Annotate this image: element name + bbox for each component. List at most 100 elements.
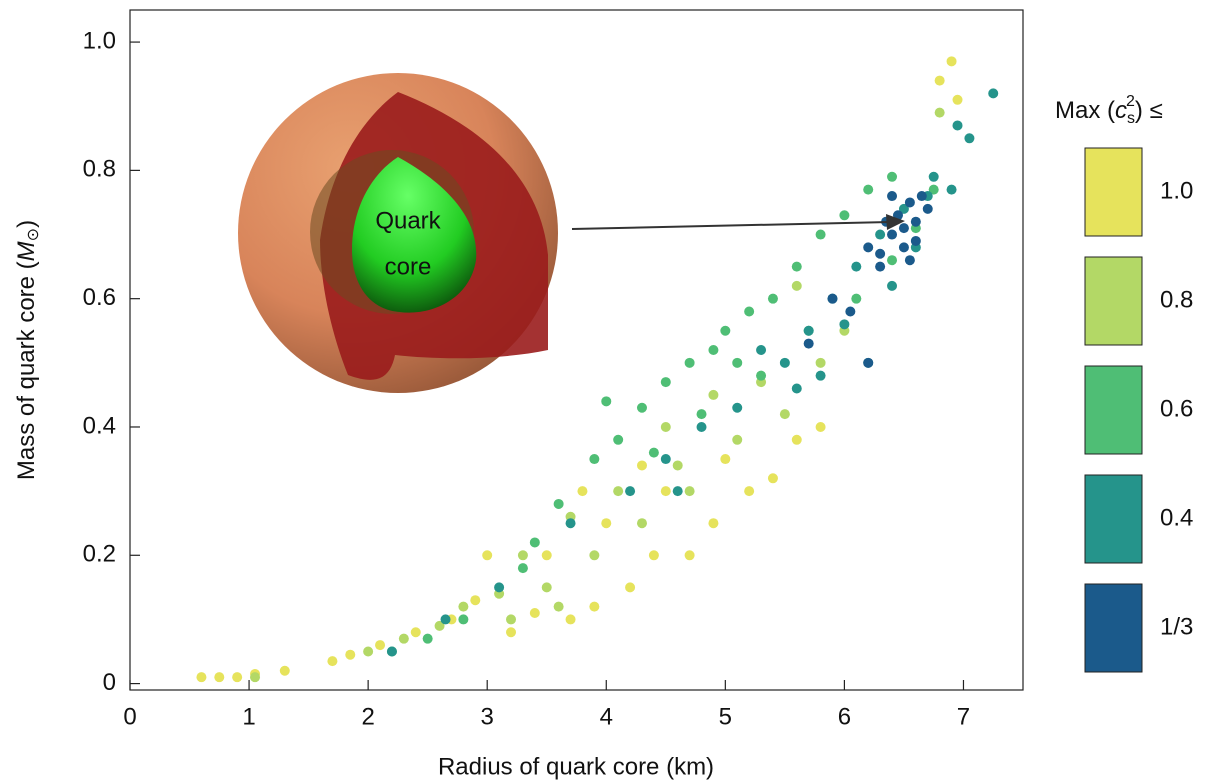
chart: Quark core Radius of quark core (km) Mas… [0,0,1209,784]
data-point [935,108,945,118]
plot-frame [130,10,1023,690]
data-point [625,486,635,496]
data-point [363,647,373,657]
y-tick-label: 0.8 [83,156,116,183]
data-point [911,236,921,246]
data-point [911,217,921,227]
y-tick-label: 0 [103,669,116,696]
data-point [744,307,754,317]
data-point [589,550,599,560]
data-point [673,460,683,470]
data-point [661,454,671,464]
page: Quark core Radius of quark core (km) Mas… [0,0,1209,784]
y-label-part: Mass of quark core ( [13,261,40,480]
data-point [792,383,802,393]
legend-swatch [1085,148,1142,236]
legend-label: 1/3 [1160,613,1193,640]
data-point [953,95,963,105]
data-point [661,486,671,496]
data-point [697,422,707,432]
data-point [816,422,826,432]
data-point [827,294,837,304]
data-point [887,172,897,182]
legend-title-part: Max ( [1055,97,1115,124]
annotation-text: Quark [375,207,441,234]
data-point [554,499,564,509]
data-point [887,191,897,201]
data-point [851,294,861,304]
data-point [232,672,242,682]
data-point [470,595,480,605]
data-point [554,602,564,612]
data-point [482,550,492,560]
data-point [685,550,695,560]
data-point [863,242,873,252]
data-point [917,191,927,201]
data-point [792,281,802,291]
data-point [708,345,718,355]
data-point [732,403,742,413]
x-tick-label: 1 [242,703,255,730]
data-point [506,614,516,624]
y-axis-label: Mass of quark core (M⊙) [13,220,42,480]
y-tick-label: 1.0 [83,27,116,54]
data-point [768,294,778,304]
data-point [601,518,611,528]
data-point [839,210,849,220]
data-point [625,582,635,592]
data-point [458,602,468,612]
arrow-shaft [572,222,890,229]
y-tick-label: 0.2 [83,541,116,568]
data-point [566,614,576,624]
data-point [637,460,647,470]
legend-label: 0.6 [1160,395,1193,422]
data-point [589,454,599,464]
data-point [887,281,897,291]
data-point [816,358,826,368]
data-point [935,76,945,86]
data-point [792,435,802,445]
data-point [685,486,695,496]
data-point [411,627,421,637]
data-point [196,672,206,682]
data-point [875,249,885,259]
legend-title-part: s [1127,110,1135,127]
data-point [661,377,671,387]
data-point [720,326,730,336]
data-point [816,230,826,240]
data-point [804,339,814,349]
data-point [780,409,790,419]
x-axis-label: Radius of quark core (km) [438,753,714,780]
data-point [589,602,599,612]
data-point [387,647,397,657]
y-tick-label: 0.6 [83,284,116,311]
data-point [792,262,802,272]
y-label-part: ) [13,220,40,228]
data-point [744,486,754,496]
data-point [947,185,957,195]
data-point [732,435,742,445]
data-point [613,486,623,496]
data-point [875,262,885,272]
data-point [899,223,909,233]
legend-swatch [1085,257,1142,345]
data-point [708,390,718,400]
legend-swatch [1085,475,1142,563]
data-point [708,518,718,528]
data-point [530,608,540,618]
data-point [506,627,516,637]
data-point [637,403,647,413]
data-point [929,172,939,182]
data-point [988,88,998,98]
legend-label: 0.8 [1160,286,1193,313]
x-tick-label: 4 [600,703,613,730]
legend-title-part: 2 [1126,93,1135,110]
data-point [542,582,552,592]
legend-swatch [1085,584,1142,672]
data-point [953,120,963,130]
data-point [649,448,659,458]
data-point [685,358,695,368]
y-label-part: ⊙ [25,228,42,241]
data-point [542,550,552,560]
legend-label: 0.4 [1160,504,1193,531]
